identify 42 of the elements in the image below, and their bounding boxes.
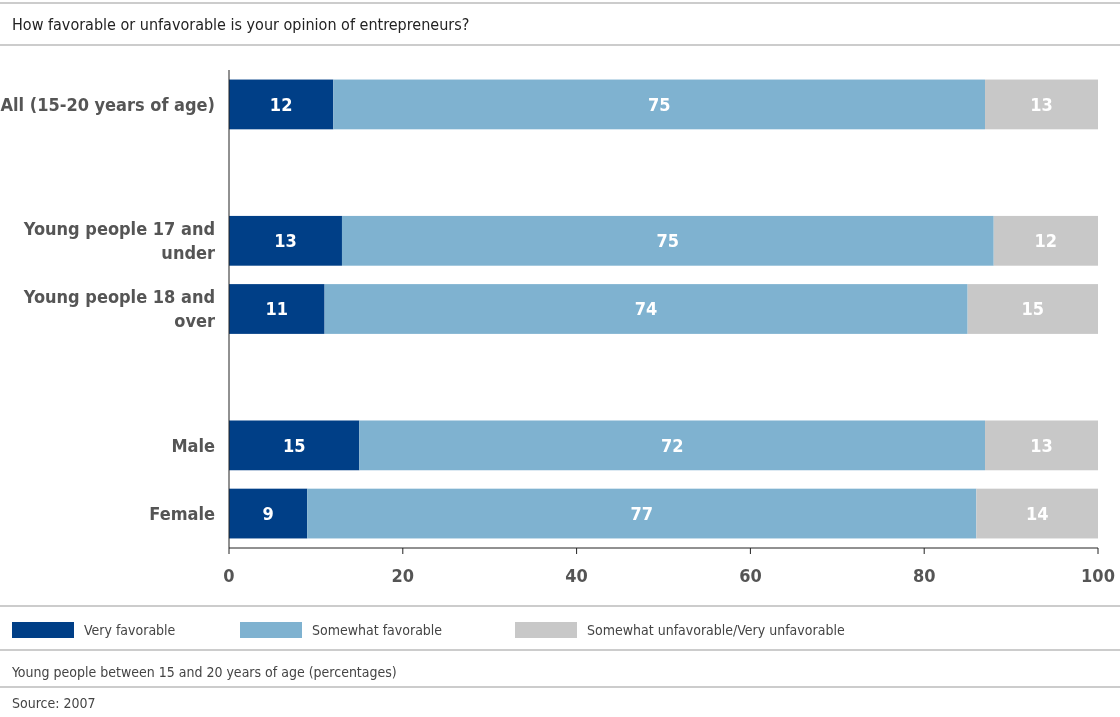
data-label: 72: [660, 434, 684, 456]
y-tick-label: Male: [171, 434, 216, 456]
bar: [985, 79, 1098, 130]
x-tick-label: 60: [739, 565, 762, 586]
data-label: 75: [656, 230, 680, 252]
bar: [307, 488, 977, 539]
data-label: 15: [282, 434, 306, 456]
bar: [229, 488, 308, 539]
bar: [967, 284, 1098, 334]
y-tick-label: Young people 17 and under: [22, 218, 215, 264]
data-label: 13: [274, 230, 297, 252]
x-tick-label: 40: [565, 565, 588, 586]
bar: [976, 488, 1098, 539]
legend-label: Somewhat unfavorable/Very unfavorable: [587, 621, 845, 638]
bar: [985, 420, 1098, 471]
bar: [229, 79, 334, 130]
data-label: 9: [262, 502, 274, 524]
bar: [333, 79, 986, 130]
data-label: 77: [630, 502, 654, 524]
legend-label: Somewhat favorable: [312, 621, 443, 638]
x-tick-label: 0: [223, 565, 235, 586]
bar: [341, 215, 994, 266]
bar: [993, 215, 1098, 266]
source-note: Source: 2007: [12, 694, 96, 711]
data-label: 75: [647, 93, 671, 115]
text: Young people between 15 and 20 years of age (percentages): [11, 663, 397, 680]
bar: [229, 284, 325, 334]
bar: [324, 284, 968, 334]
chart-title: How favorable or unfavorable is your opinion of entrepreneurs?: [12, 15, 470, 34]
x-tick-label: 80: [912, 565, 936, 586]
bar: [229, 215, 342, 266]
x-tick-label: 100: [1081, 565, 1115, 586]
bar: [229, 420, 360, 471]
y-tick-label: Female: [149, 502, 216, 524]
y-tick-label: All (15-20 years of age): [0, 93, 215, 115]
x-tick-label: 20: [391, 565, 415, 586]
data-label: 11: [265, 298, 289, 320]
data-label: 74: [634, 298, 658, 320]
y-tick-label: Young people 18 and over: [22, 286, 215, 332]
data-label: 12: [269, 93, 293, 115]
legend-label: Very favorable: [84, 621, 176, 638]
bar: [359, 420, 986, 471]
